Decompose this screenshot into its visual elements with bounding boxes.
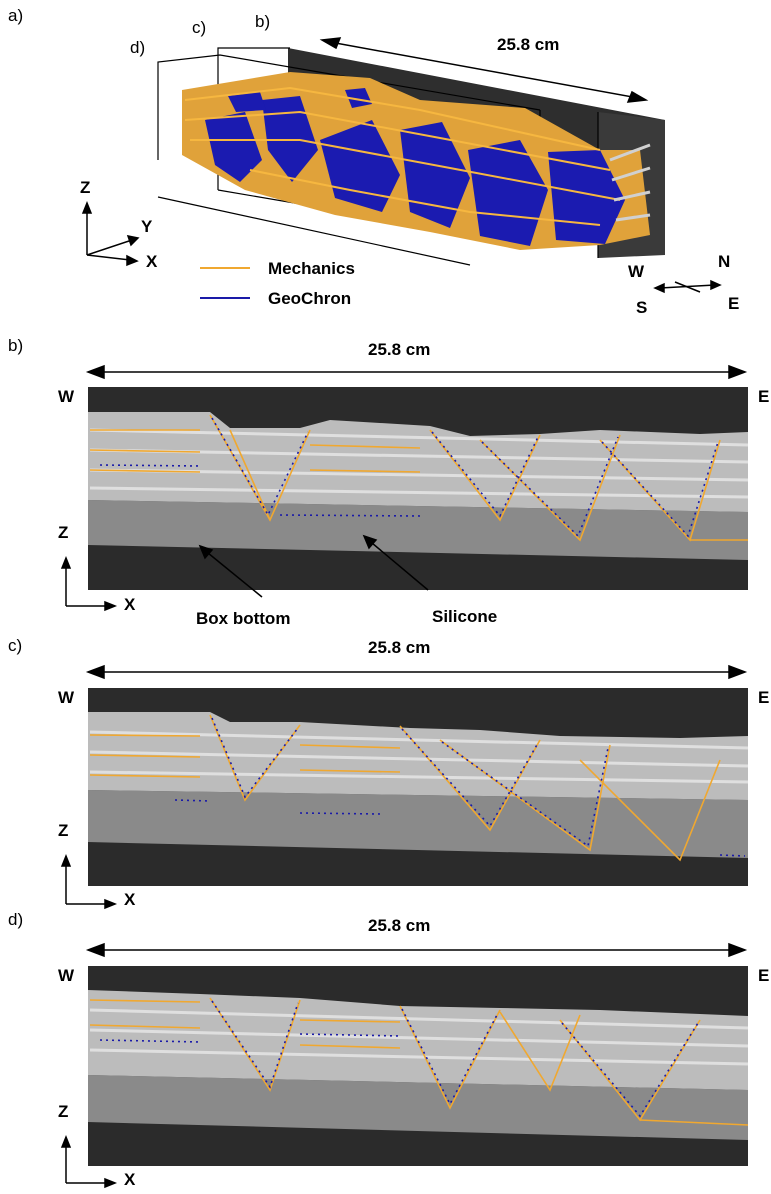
silicone-label: Silicone [432, 607, 498, 626]
panel-b-axis-x: X [124, 595, 136, 614]
panel-b-west: W [58, 387, 75, 406]
panel-a-length-label: 25.8 cm [497, 35, 560, 54]
compass-w: W [628, 262, 645, 281]
panel-c-axis-x: X [124, 890, 136, 909]
legend-mechanics-label: Mechanics [268, 259, 355, 278]
box-bottom-label: Box bottom [196, 609, 291, 628]
compass-n: N [718, 252, 731, 271]
panel-a-3d-view [81, 37, 722, 299]
panel-c-length-label: 25.8 cm [368, 638, 431, 657]
compass-e: E [728, 294, 740, 313]
silicone-layer [88, 500, 748, 560]
panel-c-section [60, 664, 749, 910]
panel-d-east: E [758, 966, 770, 985]
panel-d-west: W [58, 966, 75, 985]
legend-geochron-label: GeoChron [268, 289, 352, 308]
length-arrow-d [85, 942, 748, 958]
panel-c-east: E [758, 688, 770, 707]
panel-d-axes-icon [60, 1134, 118, 1189]
section-marker-d: d) [130, 38, 146, 57]
panel-c-axes-icon [60, 853, 118, 910]
section-marker-b: b) [255, 12, 271, 31]
end-face-layers [609, 143, 651, 222]
length-arrow-c [85, 664, 748, 680]
axes-triad [81, 200, 140, 267]
sand-layers [89, 1008, 749, 1066]
geochron-faults [174, 717, 746, 857]
length-arrow-a [319, 37, 649, 103]
sand-wedge [88, 412, 748, 512]
panel-a-letter: a) [8, 6, 24, 25]
mechanics-faults [89, 414, 748, 542]
mechanics-faults [89, 997, 749, 1126]
panel-c-letter: c) [8, 636, 23, 655]
length-arrow-b [85, 364, 748, 380]
section-marker-c: c) [192, 18, 207, 37]
sand-layers [89, 730, 749, 784]
panel-b-section [60, 364, 749, 612]
compass-icon [653, 279, 722, 294]
panel-b-length-label: 25.8 cm [368, 340, 431, 359]
panel-b-axes-icon [60, 555, 118, 612]
panel-b-east: E [758, 387, 770, 406]
panel-c-west: W [58, 688, 75, 707]
panel-d-length-label: 25.8 cm [368, 916, 431, 935]
panel-b-axis-z: Z [58, 523, 69, 542]
mechanics-surfaces [184, 86, 621, 226]
panel-c-axis-z: Z [58, 821, 69, 840]
panel-d-axis-z: Z [58, 1102, 69, 1121]
panel-b-letter: b) [8, 336, 24, 355]
silicone-layer [88, 790, 748, 858]
axis-y-label: Y [141, 217, 153, 236]
silicone-layer [88, 1075, 748, 1140]
geochron-faults [99, 1000, 699, 1118]
panel-d-letter: d) [8, 910, 24, 929]
annotation-arrows [198, 534, 429, 598]
compass-s: S [636, 298, 648, 317]
axis-z-label: Z [80, 178, 91, 197]
panel-d-axis-x: X [124, 1170, 136, 1189]
axis-x-label: X [146, 252, 158, 271]
geochron-faults [99, 417, 719, 538]
